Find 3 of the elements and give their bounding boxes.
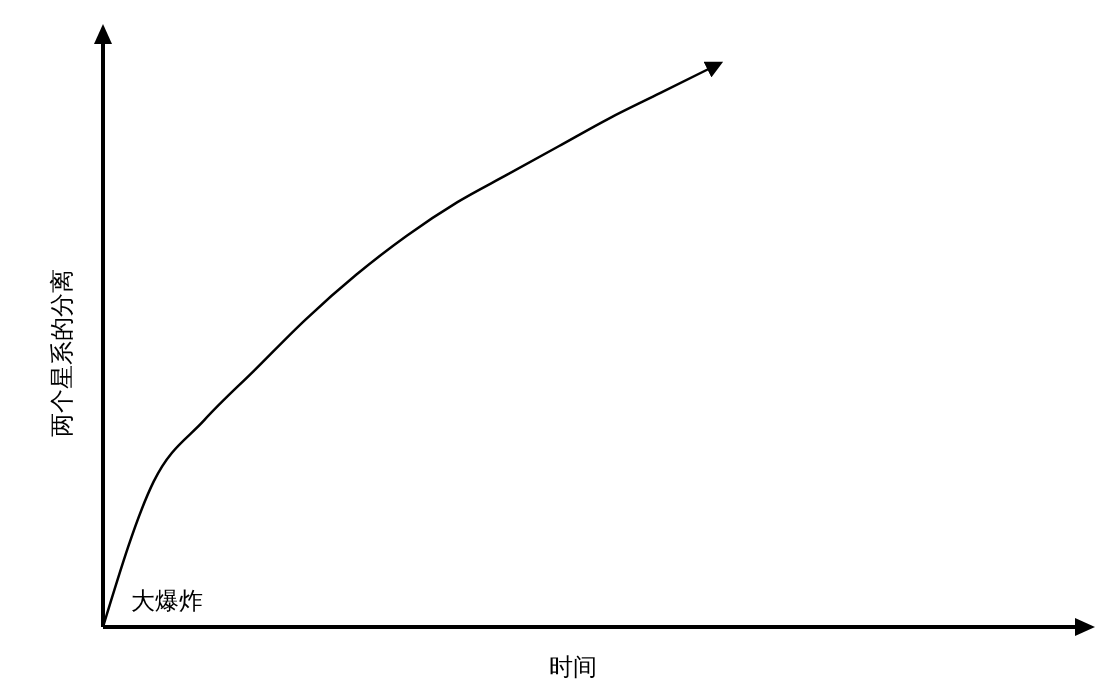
x-axis-title: 时间 <box>549 653 597 681</box>
annotation: 大爆炸 <box>131 587 203 615</box>
y-axis-title: 两个星系的分离 <box>48 268 76 437</box>
